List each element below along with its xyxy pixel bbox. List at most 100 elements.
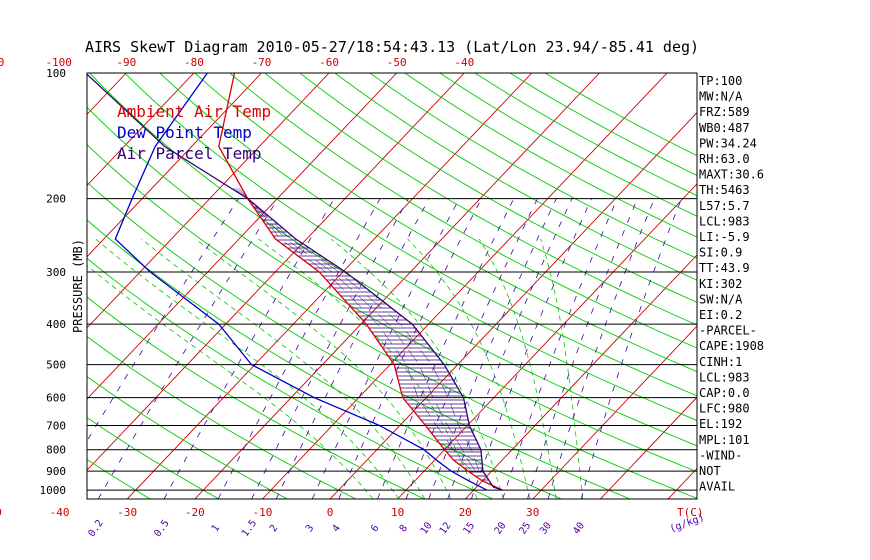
- series-layer: [87, 73, 503, 491]
- bottom-temp-tick-label: -50: [0, 506, 2, 519]
- mixing-ratio-line: [275, 198, 430, 499]
- moist-adiabat-line: [258, 238, 478, 499]
- isotherm-line: [87, 73, 195, 187]
- mixing-ratio-tick-label: 30: [538, 520, 554, 536]
- mixing-ratio-line: [580, 198, 682, 499]
- cape-hatch-line: [420, 349, 430, 363]
- stability-index: CINH:1: [699, 355, 742, 369]
- cape-hatch-line: [367, 295, 382, 309]
- bottom-temp-tick-label: -30: [117, 506, 137, 519]
- dry-adiabat-line: [194, 73, 697, 373]
- dew-point-temp-line: [114, 73, 488, 491]
- mixing-ratio-line: [163, 198, 335, 499]
- stability-index: RH:63.0: [699, 152, 750, 166]
- dry-adiabat-line: [124, 73, 697, 421]
- mixing-ratio-line: [547, 198, 655, 499]
- cape-hatch-line: [358, 295, 372, 309]
- stability-index: -PARCEL-: [699, 324, 757, 338]
- cape-hatch-line: [349, 295, 362, 309]
- mixing-ratio-tick-label: 0.2: [86, 518, 105, 539]
- cape-hatch-line: [315, 259, 333, 273]
- top-temp-tick-label: -90: [116, 56, 136, 69]
- legend-entry: Dew Point Temp: [117, 123, 252, 142]
- stability-index: LFC:980: [699, 402, 750, 416]
- dry-adiabat-line: [87, 458, 151, 499]
- cape-hatch-line: [367, 313, 380, 327]
- stability-index: MW:N/A: [699, 90, 743, 104]
- dry-adiabat-line: [369, 73, 697, 259]
- mixing-ratio-tick-label: 25: [517, 520, 533, 536]
- dry-adiabat-line: [87, 257, 494, 499]
- mixing-ratio-line: [338, 198, 482, 499]
- dry-adiabat-line: [264, 73, 697, 326]
- pressure-tick-label: 300: [46, 266, 66, 279]
- stability-index: PW:34.24: [699, 136, 757, 150]
- stability-index: CAPE:1908: [699, 339, 764, 353]
- air-parcel-temp-line: [87, 73, 503, 491]
- pressure-tick-label: 200: [46, 193, 66, 206]
- mixing-ratio-line: [377, 198, 515, 499]
- dry-adiabat-line: [87, 416, 220, 499]
- mixing-ratio-tick-label: 8: [398, 523, 410, 534]
- y-axis-label: PRESSURE (MB): [71, 239, 85, 333]
- mixing-ratio-line: [217, 198, 381, 499]
- dry-adiabat-line: [334, 73, 697, 281]
- bottom-temp-tick-label: -40: [50, 506, 70, 519]
- stability-index: MAXT:30.6: [699, 168, 764, 182]
- cape-hatch-area: [233, 187, 492, 485]
- cape-hatch-line: [466, 439, 473, 453]
- isotherm-line: [464, 254, 697, 499]
- moist-adiabat-line: [407, 238, 531, 499]
- top-temp-tick-label: -60: [319, 56, 339, 69]
- cape-hatch-line: [254, 205, 267, 219]
- isotherm-line: [87, 73, 465, 471]
- top-temp-tick-label: -100: [45, 56, 72, 69]
- pressure-tick-label: 900: [46, 465, 66, 478]
- cape-hatch-line: [408, 349, 418, 363]
- moist-adiabat-line: [141, 238, 426, 499]
- cape-hatch-line: [331, 277, 344, 291]
- cape-hatch-line: [394, 331, 405, 345]
- dry-adiabat-line: [87, 106, 697, 473]
- cape-hatch-line: [255, 205, 269, 219]
- stability-index: SI:0.9: [699, 246, 742, 260]
- cape-hatch-line: [407, 367, 413, 381]
- top-temp-tick-label: -40: [454, 56, 474, 69]
- isotherm-line: [87, 73, 330, 329]
- isotherm-line: [87, 73, 398, 400]
- mixing-ratio-tick-label: 2: [268, 523, 280, 534]
- stability-index: WB0:487: [699, 121, 750, 135]
- mixing-ratio-tick-label: 1.5: [240, 518, 259, 539]
- chart-title: AIRS SkewT Diagram 2010-05-27/18:54:43.1…: [85, 38, 699, 56]
- cape-hatch-line: [383, 331, 393, 345]
- cape-hatch-line: [459, 457, 471, 471]
- top-temp-tick-label: -50: [387, 56, 407, 69]
- cape-hatch-line: [253, 205, 264, 219]
- mixing-ratio-line: [311, 198, 460, 499]
- mixing-ratio-line: [87, 198, 239, 442]
- stability-index: EI:0.2: [699, 308, 742, 322]
- bottom-temp-tick-label: 0: [327, 506, 334, 519]
- bottom-temp-tick-label: -20: [185, 506, 205, 519]
- cape-hatch-line: [446, 439, 456, 453]
- bottom-temp-tick-label: 20: [459, 506, 472, 519]
- stability-index: NOT: [699, 464, 721, 478]
- mixing-ratio-tick-label: 20: [493, 520, 509, 536]
- legend-entry: Ambient Air Temp: [117, 102, 271, 121]
- bottom-temp-tick-label: 10: [391, 506, 404, 519]
- stability-index: LI:-5.9: [699, 230, 750, 244]
- pressure-tick-label: 100: [46, 67, 66, 80]
- cape-hatch-line: [338, 277, 353, 291]
- stability-index: -WIND-: [699, 448, 742, 462]
- stability-index: LCL:983: [699, 214, 750, 228]
- isotherm-line: [194, 73, 600, 499]
- cape-hatch-line: [413, 385, 419, 399]
- mixing-ratio-tick-label: 6: [369, 523, 381, 534]
- cape-hatch-line: [427, 385, 434, 399]
- stability-index: TH:5463: [699, 183, 750, 197]
- dry-adiabat-line: [229, 73, 697, 349]
- moist-adiabat-line: [330, 238, 504, 499]
- cape-hatch-line: [294, 241, 313, 255]
- cape-hatch-line: [321, 259, 340, 273]
